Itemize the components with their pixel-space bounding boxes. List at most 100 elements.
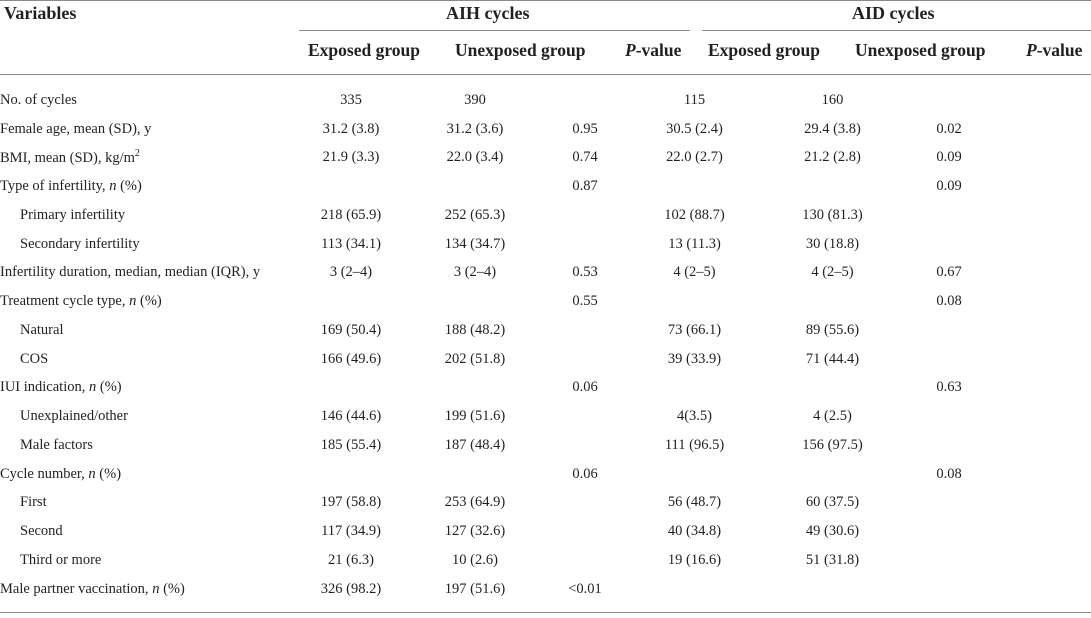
cell-aid-unexp: 130 (81.3) (802, 206, 863, 223)
table-row: Second 117 (34.9) 127 (32.6) 40 (34.8) 49 (3… (0, 517, 994, 546)
cell-aih-unexp: 187 (48.4) (444, 436, 506, 453)
row-label: Female age, mean (SD), y (0, 120, 152, 137)
row-label: Natural (20, 321, 64, 338)
cell-aid-unexp: 71 (44.4) (805, 350, 860, 367)
row-label: Third or more (20, 551, 102, 568)
cell-aih-p: 0.53 (572, 264, 598, 281)
cell-aid-unexp: 49 (30.6) (805, 523, 860, 540)
cell-aih-unexp: 22.0 (3.4) (446, 149, 504, 166)
cell-aih-p (542, 86, 628, 115)
table-row: Primary infertility 218 (65.9) 252 (65.3) 1… (0, 201, 994, 230)
cell-aih-p: 0.06 (572, 465, 598, 482)
cell-aih-unexp: 134 (34.7) (444, 235, 506, 252)
cell-aih-p (542, 489, 628, 518)
bottom-rule (0, 612, 1091, 613)
cell-aih-p (542, 316, 628, 345)
table-row: First 197 (58.8) 253 (64.9) 56 (48.7) 60 (37… (0, 489, 994, 518)
cell-aih-unexp: 252 (65.3) (444, 206, 506, 223)
cell-aih-p (542, 431, 628, 460)
cell-aid-p (904, 201, 994, 230)
cell-aid-p: 0.09 (936, 149, 962, 166)
cell-aid-unexp (761, 287, 904, 316)
cell-aid-p (904, 546, 994, 575)
cell-aid-exp: 115 (683, 91, 706, 108)
cell-aih-p: 0.95 (572, 120, 598, 137)
cell-aid-exp: 111 (96.5) (664, 436, 725, 453)
header-aih-cycles: AIH cycles (446, 3, 530, 23)
cell-aih-unexp: 253 (64.9) (444, 494, 506, 511)
cell-aih-exp: 21 (6.3) (328, 551, 374, 568)
cell-aid-exp: 22.0 (2.7) (666, 149, 723, 166)
aid-group-rule (702, 30, 1091, 31)
cell-aih-unexp: 127 (32.6) (444, 523, 506, 540)
cell-aid-unexp: 156 (97.5) (802, 436, 863, 453)
cell-aid-unexp: 30 (18.8) (805, 235, 860, 252)
cell-aih-exp: 185 (55.4) (320, 436, 382, 453)
cell-aih-exp: 113 (34.1) (321, 235, 381, 252)
cell-aid-exp: 56 (48.7) (667, 494, 722, 511)
cell-aid-unexp: 51 (31.8) (805, 551, 860, 568)
table-row: Type of infertility, n (%) 0.87 0.09 (0, 172, 994, 201)
row-label: Cycle number, n (%) (0, 465, 122, 482)
header-aih-pvalue: P-value (625, 40, 682, 60)
cell-aid-exp: 4 (2–5) (673, 264, 716, 281)
cell-aid-exp: 13 (11.3) (668, 235, 721, 252)
cell-aid-exp: 39 (33.9) (667, 350, 722, 367)
table-row: Unexplained/other 146 (44.6) 199 (51.6) 4(3… (0, 402, 994, 431)
cell-aid-exp (628, 374, 761, 403)
cell-aih-exp: 31.2 (3.8) (322, 120, 380, 137)
cell-aid-exp: 40 (34.8) (667, 523, 722, 540)
cell-aih-unexp: 3 (2–4) (453, 264, 497, 281)
table-row: Secondary infertility 113 (34.1) 134 (34.7… (0, 230, 994, 259)
table-row: COS 166 (49.6) 202 (51.8) 39 (33.9) 71 (44.4… (0, 345, 994, 374)
cell-aih-exp: 218 (65.9) (320, 206, 382, 223)
cell-aih-exp: 169 (50.4) (320, 321, 382, 338)
table-body: No. of cycles 335 390 115 160 Female age, mea… (0, 86, 994, 604)
table-row: Natural 169 (50.4) 188 (48.2) 73 (66.1) 89 (… (0, 316, 994, 345)
cell-aid-p (904, 86, 994, 115)
cell-aih-unexp: 199 (51.6) (444, 408, 506, 425)
cell-aih-exp: 197 (58.8) (320, 494, 382, 511)
cell-aih-p (542, 517, 628, 546)
cell-aih-exp (294, 460, 408, 489)
cell-aid-unexp (761, 172, 904, 201)
cell-aih-p: 0.06 (572, 379, 598, 396)
cell-aid-exp (628, 460, 761, 489)
cell-aih-p (542, 230, 628, 259)
cell-aih-unexp (408, 374, 542, 403)
cell-aih-p (542, 402, 628, 431)
cell-aid-unexp: 29.4 (3.8) (804, 120, 861, 137)
row-label: COS (20, 350, 49, 367)
table-row: Cycle number, n (%) 0.06 0.08 (0, 460, 994, 489)
row-label: Secondary infertility (20, 235, 140, 252)
cell-aih-p: <0.01 (568, 580, 602, 597)
header-aih-unexposed: Unexposed group (455, 40, 586, 60)
cell-aid-unexp (761, 575, 904, 604)
cell-aih-exp: 117 (34.9) (321, 523, 381, 540)
cell-aih-exp: 335 (340, 91, 362, 108)
row-label: Type of infertility, n (%) (0, 178, 142, 195)
cell-aid-unexp (761, 460, 904, 489)
cell-aih-exp: 146 (44.6) (320, 408, 382, 425)
cell-aid-unexp (761, 374, 904, 403)
cell-aid-p: 0.08 (936, 465, 962, 482)
cell-aid-p: 0.09 (936, 178, 962, 195)
cell-aih-unexp (408, 287, 542, 316)
cell-aih-unexp (408, 172, 542, 201)
cell-aid-p (904, 431, 994, 460)
cell-aih-exp: 166 (49.6) (320, 350, 382, 367)
cell-aid-unexp: 21.2 (2.8) (804, 149, 861, 166)
cell-aid-p (904, 575, 994, 604)
row-label: Infertility duration, median, median (IQ… (0, 264, 261, 281)
cell-aid-unexp: 89 (55.6) (805, 321, 860, 338)
row-label: Second (20, 523, 63, 540)
row-label: No. of cycles (0, 91, 77, 108)
cell-aih-exp (294, 172, 408, 201)
table-row: BMI, mean (SD), kg/m2 21.9 (3.3) 22.0 (3.4… (0, 144, 994, 173)
cell-aih-p: 0.87 (572, 178, 598, 195)
cell-aih-p (542, 546, 628, 575)
row-label: Primary infertility (20, 206, 126, 223)
cell-aid-exp: 30.5 (2.4) (666, 120, 723, 137)
cell-aid-unexp: 60 (37.5) (805, 494, 860, 511)
header-aid-exposed: Exposed group (708, 40, 821, 60)
